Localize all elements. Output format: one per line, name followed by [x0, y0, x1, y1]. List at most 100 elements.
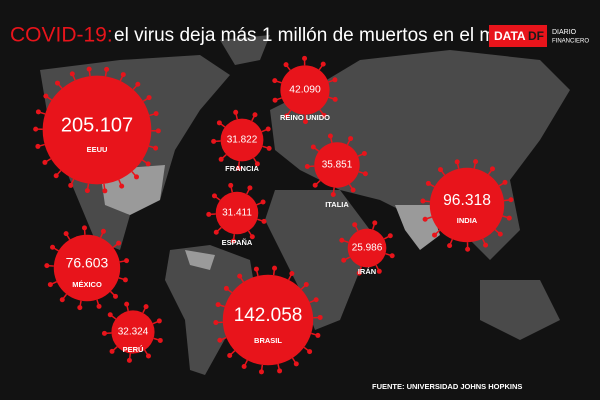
spike-tip [332, 77, 338, 83]
value-label: 25.986 [352, 243, 383, 254]
spike-tip [302, 55, 308, 61]
spike-tip [156, 318, 162, 324]
spike-tip [332, 96, 338, 102]
spike-tip [116, 240, 122, 246]
spike-tip [473, 159, 479, 165]
spike-tip [217, 337, 223, 343]
spike-tip [120, 72, 126, 78]
spike-tip [43, 93, 49, 99]
spike-tip [218, 156, 224, 162]
australia [480, 280, 560, 340]
spike-tip [237, 273, 243, 279]
spike-tip [247, 185, 253, 191]
spike-tip [228, 182, 234, 188]
spike-tip [387, 233, 393, 239]
spike-tip [317, 314, 323, 320]
spike-tip [260, 199, 266, 205]
bubble [220, 118, 264, 162]
spike-tip [35, 143, 41, 149]
spike-tip [96, 303, 102, 309]
spike-tip [50, 244, 56, 250]
value-label: 32.324 [118, 327, 149, 338]
spike-tip [230, 238, 236, 244]
spike-tip [425, 180, 431, 186]
spike-tip [47, 282, 53, 288]
spike-tip [109, 348, 115, 354]
bubble [222, 274, 314, 366]
country-label: ITALIA [325, 200, 349, 209]
spike-tip [157, 337, 163, 343]
spike-tip [227, 352, 233, 358]
spike-tip [454, 159, 460, 165]
country-label: BRASIL [254, 336, 282, 345]
spike-tip [307, 349, 313, 355]
spike-tip [350, 187, 356, 193]
value-label: 31.411 [222, 208, 252, 219]
spike-tip [134, 174, 140, 180]
spike-tip [235, 165, 241, 171]
spike-tip [59, 297, 65, 303]
country-label: PERÚ [123, 345, 144, 354]
country-label: FRANCIA [225, 164, 259, 173]
spike-tip [84, 188, 90, 194]
spike-tip [223, 285, 229, 291]
value-label: 96.318 [443, 192, 491, 209]
spike-tip [508, 197, 514, 203]
spike-tip [77, 305, 83, 311]
spike-tip [213, 320, 219, 326]
spike-tip [42, 159, 48, 165]
spike-tip [341, 257, 347, 263]
spike-tip [102, 188, 108, 194]
bubble [111, 310, 155, 354]
spike-tip [320, 61, 326, 67]
bubble [53, 234, 121, 302]
value-label: 31.822 [227, 135, 258, 146]
spike-tip [254, 161, 260, 167]
spike-tip [420, 198, 426, 204]
south-america [165, 245, 255, 375]
spike-tip [216, 120, 222, 126]
spike-tip [122, 277, 128, 283]
spike-tip [100, 228, 106, 234]
spike-tip [249, 234, 255, 240]
spike-tip [356, 270, 362, 276]
spike-tip [389, 253, 395, 259]
value-label: 76.603 [66, 255, 109, 271]
spike-tip [310, 144, 316, 150]
logo-brand: DATA [494, 29, 526, 43]
spike-tip [293, 361, 299, 367]
title-prefix: COVID-19: [10, 24, 113, 47]
country-label: ESPAÑA [222, 238, 253, 247]
spike-tip [330, 191, 336, 197]
spike-tip [502, 179, 508, 185]
spike-tip [145, 353, 151, 359]
bubble [429, 167, 505, 243]
spike-tip [126, 357, 132, 363]
spike-tip [252, 112, 258, 118]
bubble [280, 65, 330, 115]
value-label: 205.107 [61, 114, 133, 136]
bubble [347, 228, 387, 268]
value-label: 142.058 [234, 305, 303, 326]
spike-tip [146, 95, 152, 101]
spike-tip [303, 282, 309, 288]
spike-tip [272, 78, 278, 84]
spike-tip [304, 163, 310, 169]
spike-tip [361, 150, 367, 156]
spike-tip [241, 363, 247, 369]
spike-tip [489, 166, 495, 172]
logo-line: FINANCIERO [552, 39, 589, 45]
spike-tip [422, 216, 428, 222]
spike-tip [258, 369, 264, 375]
spike-tip [206, 211, 212, 217]
spike-tip [153, 111, 159, 117]
country-shape [395, 205, 440, 250]
bubble [42, 75, 152, 185]
country-label: IRÁN [358, 267, 376, 276]
spike-tip [135, 81, 141, 87]
spike-tip [339, 237, 345, 243]
spike-tip [497, 231, 503, 237]
spike-tip [312, 182, 318, 188]
bubble [215, 191, 259, 235]
